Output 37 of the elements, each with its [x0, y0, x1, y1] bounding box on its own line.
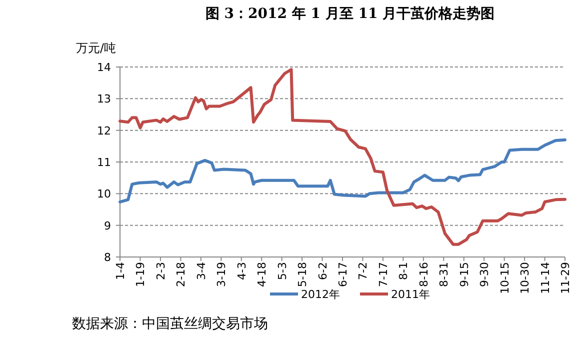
- x-tick-label: 8-1: [397, 262, 410, 280]
- y-tick-label: 12: [97, 124, 111, 138]
- x-tick-label: 11-14: [538, 262, 552, 294]
- line-series: [118, 68, 566, 246]
- x-tick-label: 10-15: [498, 262, 512, 294]
- x-tick-label: 4-18: [256, 262, 269, 287]
- x-tick-label: 5-3: [276, 262, 289, 280]
- legend-label: 2012年: [301, 288, 340, 301]
- x-tick-label: 2-18: [174, 262, 188, 287]
- x-tick-label: 10-30: [518, 262, 532, 294]
- y-tick-label: 9: [104, 219, 111, 232]
- x-tick-label: 3-4: [194, 262, 208, 280]
- chart-title: 图 3：2012 年 1 月至 11 月干茧价格走势图: [205, 6, 495, 22]
- x-tick-label: 1-4: [114, 262, 127, 280]
- legend-label: 2011年: [391, 288, 430, 301]
- x-tick-label: 4-3: [235, 262, 248, 280]
- y-tick-label: 8: [104, 251, 111, 264]
- x-tick-label: 9-15: [458, 262, 471, 287]
- x-tick-label: 7-2: [356, 262, 370, 280]
- x-tick-label: 1-19: [134, 262, 148, 287]
- x-tick-label: 3-19: [215, 262, 228, 287]
- x-tick-label: 2-3: [154, 262, 168, 280]
- x-tick-label: 7-17: [376, 262, 390, 287]
- x-tick-label: 8-31: [438, 262, 451, 287]
- y-tick-label: 14: [97, 61, 111, 74]
- y-tick-label: 10: [97, 188, 111, 201]
- source-note: 数据来源：中国茧丝绸交易市场: [72, 316, 268, 332]
- x-tick-label: 11-29: [559, 262, 572, 294]
- y-tick-label: 13: [97, 92, 111, 106]
- x-tick-label: 8-16: [417, 262, 430, 287]
- x-tick-label: 6-17: [336, 262, 350, 287]
- y-tick-label: 11: [97, 156, 111, 169]
- x-tick-label: 6-2: [316, 262, 330, 280]
- x-tick-label: 5-18: [296, 262, 310, 287]
- x-tick-label: 9-30: [478, 262, 492, 287]
- y-axis-title: 万元/吨: [76, 41, 116, 55]
- line-series: [118, 138, 566, 204]
